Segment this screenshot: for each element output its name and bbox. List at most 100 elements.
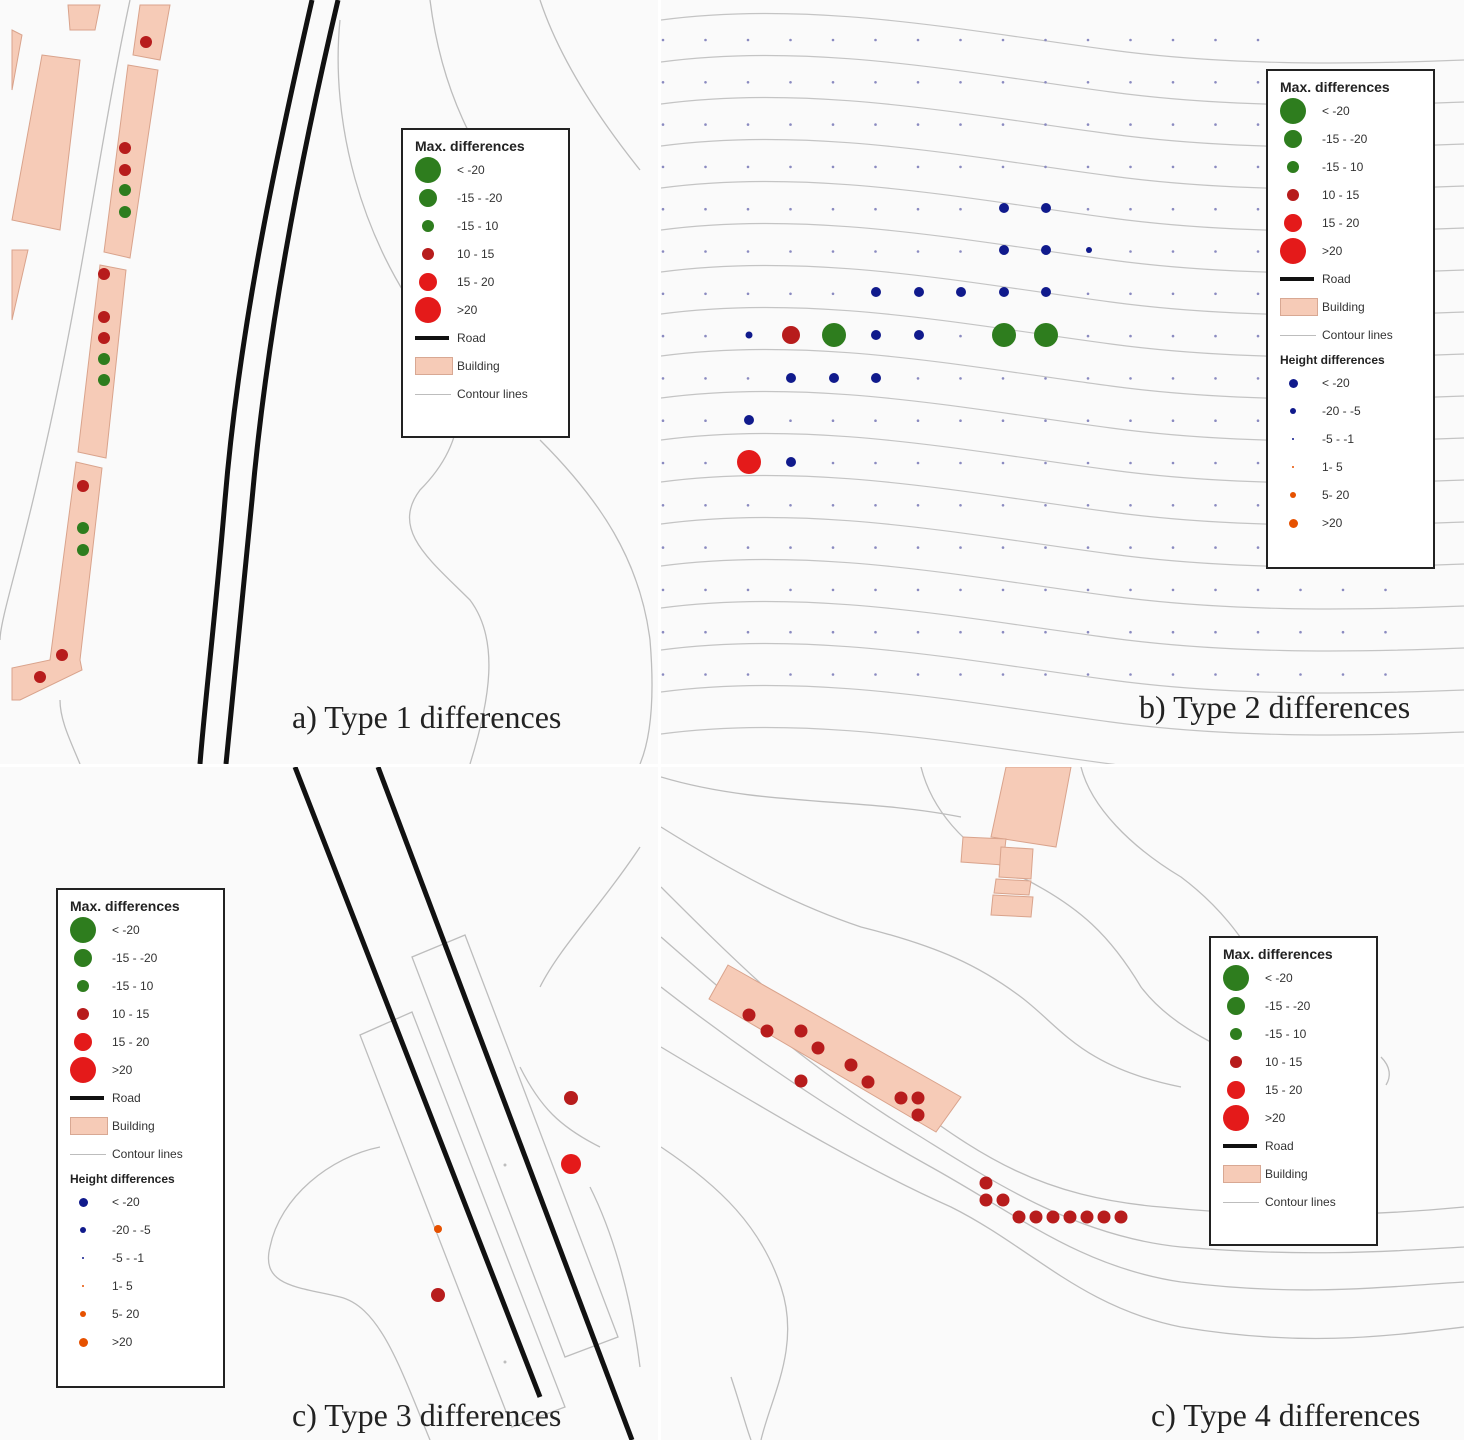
legend-row-height-diff: >20 — [1280, 509, 1423, 537]
legend-row-max-diff: 15 - 20 — [70, 1028, 213, 1056]
height-diff-point — [1041, 287, 1051, 297]
legend-row-height-diff: 1- 5 — [70, 1272, 213, 1300]
height-diff-point — [661, 38, 665, 42]
height-diff-point — [1214, 546, 1217, 549]
height-diff-point — [786, 373, 796, 383]
legend-row-max-diff: 10 - 15 — [70, 1000, 213, 1028]
height-diff-point — [1129, 38, 1132, 42]
legend-row-max-diff: >20 — [1223, 1104, 1366, 1132]
height-diff-point — [1086, 81, 1090, 84]
contour-line — [661, 726, 1116, 764]
height-diff-point — [831, 504, 835, 507]
height-diff-point — [503, 1163, 507, 1167]
max-diff-point — [119, 164, 131, 176]
height-diff-point — [1256, 673, 1260, 676]
max-diff-point — [794, 1024, 808, 1038]
max-diff-point — [564, 1091, 578, 1105]
height-diff-point — [959, 461, 962, 465]
legend-row-height-diff: 5- 20 — [1280, 481, 1423, 509]
height-diff-point — [746, 673, 750, 676]
height-diff-point — [704, 292, 707, 296]
height-diff-point — [831, 292, 835, 296]
height-diff-point — [871, 373, 881, 383]
height-diff-point — [661, 546, 665, 549]
legend-height-classes: < -20 -20 - -5 -5 - -1 1- 5 5- 20 >20 — [1280, 369, 1423, 537]
height-diff-point — [916, 81, 920, 84]
max-diff-symbol — [415, 157, 441, 183]
height-diff-point — [1171, 546, 1175, 549]
legend-label: -20 - -5 — [112, 1223, 151, 1237]
height-diff-point — [1044, 504, 1047, 507]
height-diff-point — [959, 38, 962, 42]
legend-row-height-diff: -20 - -5 — [70, 1216, 213, 1244]
max-diff-point — [119, 206, 131, 218]
height-diff-point — [1256, 377, 1260, 380]
max-diff-point — [561, 1154, 581, 1174]
max-diff-point — [77, 522, 89, 534]
legend-row-max-diff: 10 - 15 — [415, 240, 558, 268]
height-diff-point — [1044, 630, 1047, 634]
max-diff-symbol — [77, 1008, 89, 1020]
height-diff-point — [831, 250, 835, 253]
max-diff-symbol — [1287, 161, 1299, 173]
legend-row-road: Road — [1223, 1132, 1366, 1160]
max-diff-symbol — [70, 1057, 96, 1083]
contour-line — [661, 986, 1464, 1291]
building — [11, 54, 81, 231]
height-diff-point — [959, 250, 962, 253]
max-diff-point — [34, 671, 46, 683]
contour-line — [730, 1376, 752, 1440]
height-diff-point — [916, 504, 920, 507]
height-diff-point — [1214, 250, 1217, 253]
legend-label: 10 - 15 — [112, 1007, 150, 1021]
legend-row-height-diff: >20 — [70, 1328, 213, 1356]
legend-label: < -20 — [1322, 104, 1350, 118]
height-diff-symbol — [80, 1227, 86, 1233]
max-diff-symbol — [1227, 997, 1245, 1015]
height-diff-point — [746, 165, 750, 169]
building — [708, 964, 962, 1133]
height-diff-point — [1086, 419, 1090, 423]
max-diff-symbol — [74, 949, 92, 967]
height-diff-point — [1001, 123, 1005, 126]
height-diff-point — [831, 207, 835, 211]
legend-label: Contour lines — [1322, 328, 1393, 342]
height-diff-symbol — [1292, 466, 1294, 468]
legend-classes: < -20 -15 - -20 -15 - 10 10 - 15 15 - 20 >20 — [1280, 97, 1423, 265]
legend-label: 5- 20 — [1322, 488, 1350, 502]
contour-symbol — [1280, 334, 1316, 336]
contour-line — [0, 0, 131, 641]
height-diff-point — [1086, 588, 1090, 592]
height-diff-point — [1044, 123, 1047, 126]
height-diff-point — [1341, 588, 1345, 592]
legend-row-max-diff: -15 - -20 — [70, 944, 213, 972]
height-diff-point — [914, 330, 924, 340]
height-diff-symbol — [1288, 518, 1298, 528]
height-diff-point — [874, 207, 877, 211]
height-diff-point — [1171, 461, 1175, 465]
contour-line — [539, 0, 641, 171]
height-diff-point — [1129, 250, 1132, 253]
height-diff-point — [661, 207, 665, 211]
legend-label: >20 — [112, 1335, 133, 1349]
height-diff-point — [746, 250, 750, 253]
height-diff-point — [959, 377, 962, 380]
height-diff-point — [1129, 673, 1132, 676]
height-diff-point — [1214, 81, 1217, 84]
legend-row-max-diff: 15 - 20 — [1280, 209, 1423, 237]
height-diff-point — [959, 165, 962, 169]
height-diff-point — [661, 123, 665, 126]
height-diff-point — [1086, 461, 1090, 465]
legend-row-contour: Contour lines — [70, 1140, 213, 1168]
legend-row-max-diff: -15 - 10 — [70, 972, 213, 1000]
height-diff-point — [746, 504, 750, 507]
legend-label: < -20 — [1265, 971, 1293, 985]
height-diff-point — [1256, 250, 1260, 253]
legend-label: Contour lines — [112, 1147, 183, 1161]
height-diff-point — [1171, 165, 1175, 169]
height-diff-point — [1129, 123, 1132, 126]
height-diff-point — [1384, 630, 1387, 634]
height-diff-point — [916, 38, 920, 42]
legend-row-max-diff: 10 - 15 — [1280, 181, 1423, 209]
height-diff-point — [1001, 38, 1005, 42]
